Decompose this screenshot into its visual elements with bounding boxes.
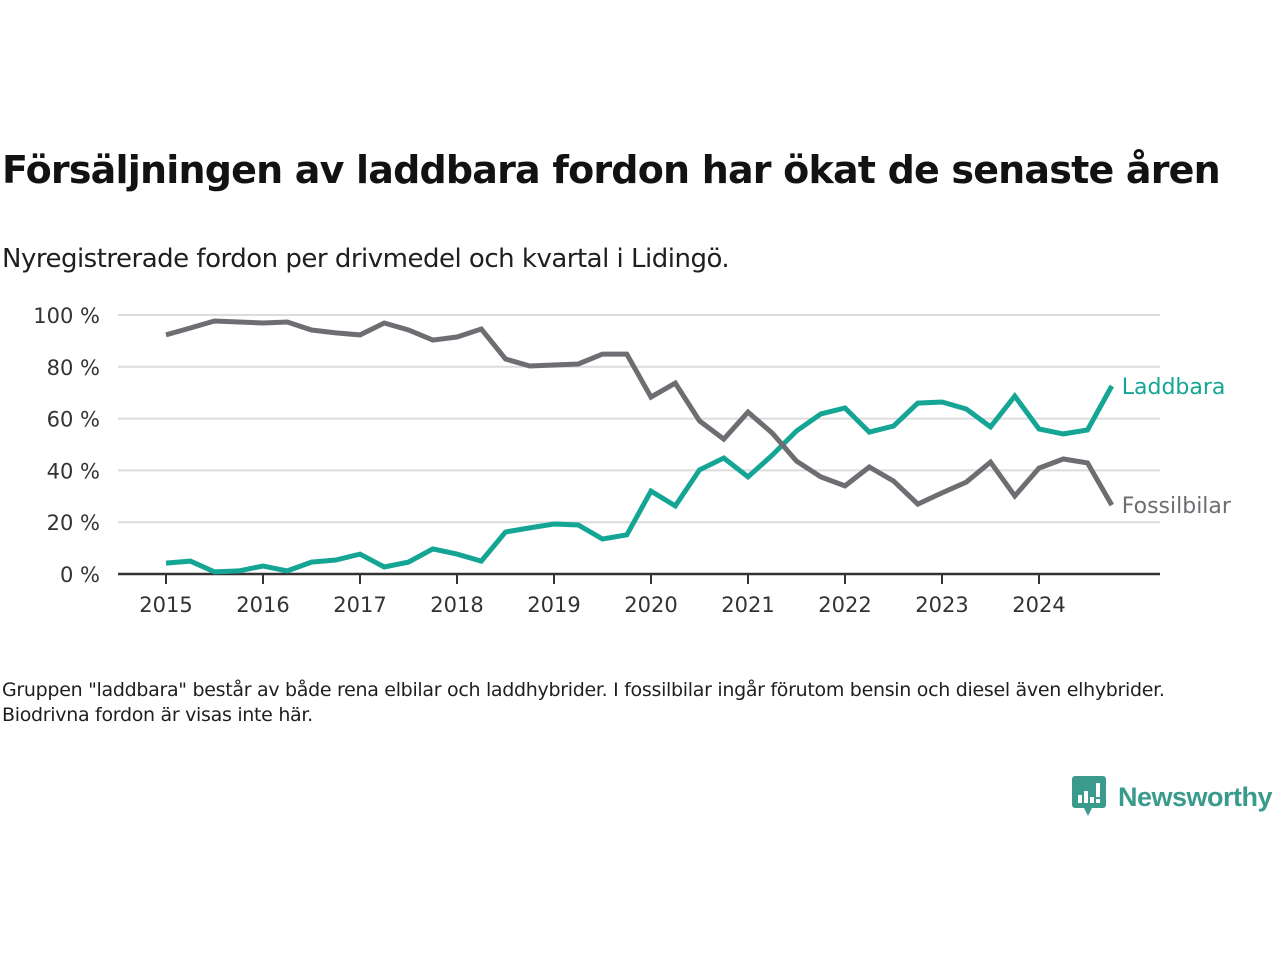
x-tick-label: 2015	[139, 593, 192, 617]
brand-logo[interactable]: Newsworthy	[1072, 776, 1273, 818]
line-chart: 0 %20 %40 %60 %80 %100 % 2015 2016 2017 201…	[33, 304, 1232, 617]
series-lines	[165, 318, 1114, 575]
chart-subtitle: Nyregistrerade fordon per drivmedel och …	[2, 244, 730, 274]
y-axis-labels: 0 % 20 % 40 % 60 % 80 % 100 %	[33, 304, 100, 587]
chart-footnote: Gruppen "laddbara" består av både rena e…	[2, 679, 1165, 726]
series-label-laddbara: Laddbara	[1122, 375, 1226, 400]
x-tick-label: 2021	[721, 593, 774, 617]
chart-title: Försäljningen av laddbara fordon har öka…	[2, 148, 1221, 192]
x-tick-label: 2016	[236, 593, 289, 617]
series-labels: Laddbara Fossilbilar	[1122, 375, 1232, 519]
series-line-laddbara	[165, 384, 1114, 575]
series-line-fossilbilar	[165, 318, 1114, 508]
x-tick-label: 2023	[915, 593, 968, 617]
y-tick-label: 60 %	[47, 408, 100, 432]
y-tick-label: 20 %	[47, 511, 100, 535]
x-tick-label: 2022	[818, 593, 871, 617]
series-label-fossilbilar: Fossilbilar	[1122, 494, 1232, 519]
brand-name: Newsworthy	[1118, 781, 1273, 812]
y-tick-label: 80 %	[47, 356, 100, 380]
y-tick-label: 40 %	[47, 459, 100, 483]
x-tick-label: 2020	[624, 593, 677, 617]
x-tick-label: 2024	[1012, 593, 1065, 617]
y-tick-label: 0 %	[60, 563, 100, 587]
gridlines	[118, 314, 1160, 524]
x-axis: 2015 2016 2017 2018 2019 2020 2021 2022 2023 2024	[118, 572, 1160, 617]
y-tick-label: 100 %	[33, 304, 100, 328]
x-tick-label: 2017	[333, 593, 386, 617]
newsworthy-logo-icon	[1072, 776, 1106, 816]
x-tick-label: 2019	[527, 593, 580, 617]
x-tick-label: 2018	[430, 593, 483, 617]
